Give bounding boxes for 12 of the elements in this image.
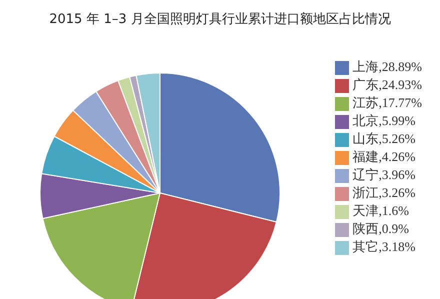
legend-label: 其它,3.18% xyxy=(352,239,416,254)
legend-label: 山东,5.26% xyxy=(352,131,416,146)
chart-title: 2015 年 1–3 月全国照明灯具行业累计进口额地区占比情况 xyxy=(48,11,392,28)
legend-label: 辽宁,3.96% xyxy=(352,167,416,182)
legend-label: 江苏,17.77% xyxy=(352,95,422,110)
legend-label: 北京,5.99% xyxy=(352,113,416,128)
legend-label: 广东,24.93% xyxy=(352,77,422,92)
legend-label: 天津,1.6% xyxy=(352,203,409,218)
legend-label: 陕西,0.9% xyxy=(352,221,409,236)
legend-label: 福建,4.26% xyxy=(352,149,416,164)
legend-label: 上海,28.89% xyxy=(352,59,422,74)
legend-label: 浙江,3.26% xyxy=(352,185,416,200)
